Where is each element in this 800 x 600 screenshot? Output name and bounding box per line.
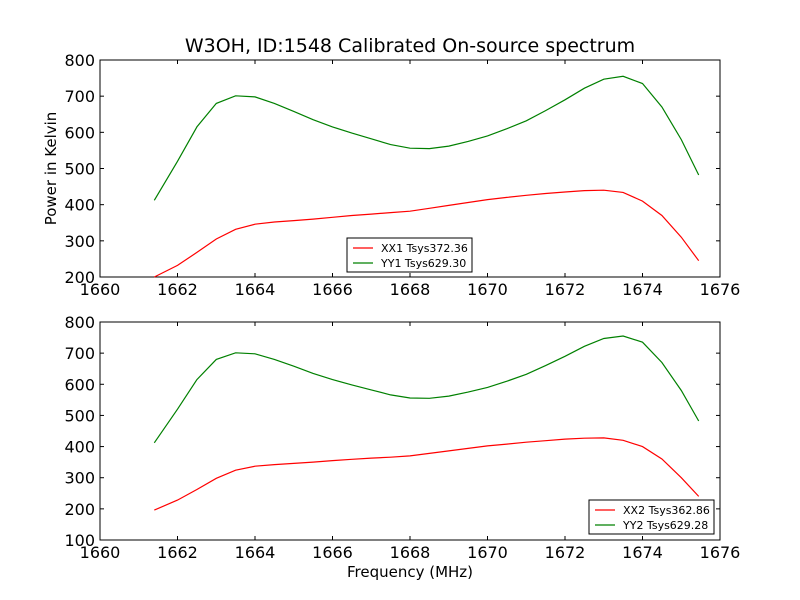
y-tick-label: 800 — [64, 313, 95, 332]
series-line-yy1 — [153, 75, 700, 201]
y-tick-label: 400 — [64, 196, 95, 215]
figure-title: W3OH, ID:1548 Calibrated On-source spect… — [185, 35, 635, 57]
series-line-xx1 — [154, 189, 700, 278]
x-tick-label: 1668 — [390, 280, 431, 299]
series-line-xx2 — [154, 437, 700, 511]
x-tick-label: 1668 — [390, 543, 431, 562]
y-tick-label: 200 — [64, 268, 95, 287]
bottom-panel: 1660 1662 1664 1666 1668 1670 1672 1674 1676 100 2… — [64, 313, 740, 581]
legend-label: YY2 Tsys629.28 — [622, 519, 708, 532]
legend-label: XX1 Tsys372.36 — [381, 242, 468, 255]
legend-box — [588, 499, 715, 535]
y-tick-label: 200 — [64, 500, 95, 519]
legend: XX1 Tsys372.36 YY1 Tsys629.30 — [346, 237, 473, 273]
x-tick-label: 1662 — [157, 543, 198, 562]
x-tick-label: 1674 — [622, 543, 663, 562]
x-tick-label: 1674 — [622, 280, 663, 299]
legend-label: XX2 Tsys362.86 — [623, 504, 710, 517]
x-tick-label: 1660 — [80, 280, 121, 299]
series-line-yy2 — [153, 335, 700, 444]
x-tick-label: 1672 — [545, 543, 586, 562]
top-panel: 1660 1662 1664 1666 1668 1670 1672 1674 1676 200 3… — [42, 51, 740, 299]
x-tick-label: 1666 — [312, 280, 353, 299]
x-tick-label: 1676 — [700, 280, 741, 299]
y-tick-label: 700 — [64, 344, 95, 363]
y-tick-label: 700 — [64, 87, 95, 106]
y-tick-label: 400 — [64, 438, 95, 457]
legend-box — [346, 237, 473, 273]
x-tick-label: 1676 — [700, 543, 741, 562]
y-tick-label: 100 — [64, 531, 95, 550]
x-tick-label: 1670 — [467, 543, 508, 562]
x-tick-label: 1664 — [235, 280, 276, 299]
legend-label: YY1 Tsys629.30 — [380, 257, 466, 270]
y-tick-label: 600 — [64, 123, 95, 142]
y-tick-label: 300 — [64, 232, 95, 251]
x-tick-label: 1662 — [157, 280, 198, 299]
y-tick-label: 500 — [64, 406, 95, 425]
x-tick-label: 1672 — [545, 280, 586, 299]
y-tick-label: 600 — [64, 375, 95, 394]
x-tick-label: 1670 — [467, 280, 508, 299]
y-tick-label: 800 — [64, 51, 95, 70]
x-tick-label: 1664 — [235, 543, 276, 562]
y-tick-label: 300 — [64, 469, 95, 488]
y-axis-label: Power in Kelvin — [42, 112, 60, 226]
y-tick-label: 500 — [64, 160, 95, 179]
x-axis-label: Frequency (MHz) — [347, 563, 473, 581]
x-tick-label: 1660 — [80, 543, 121, 562]
x-tick-label: 1666 — [312, 543, 353, 562]
legend: XX2 Tsys362.86 YY2 Tsys629.28 — [588, 499, 715, 535]
